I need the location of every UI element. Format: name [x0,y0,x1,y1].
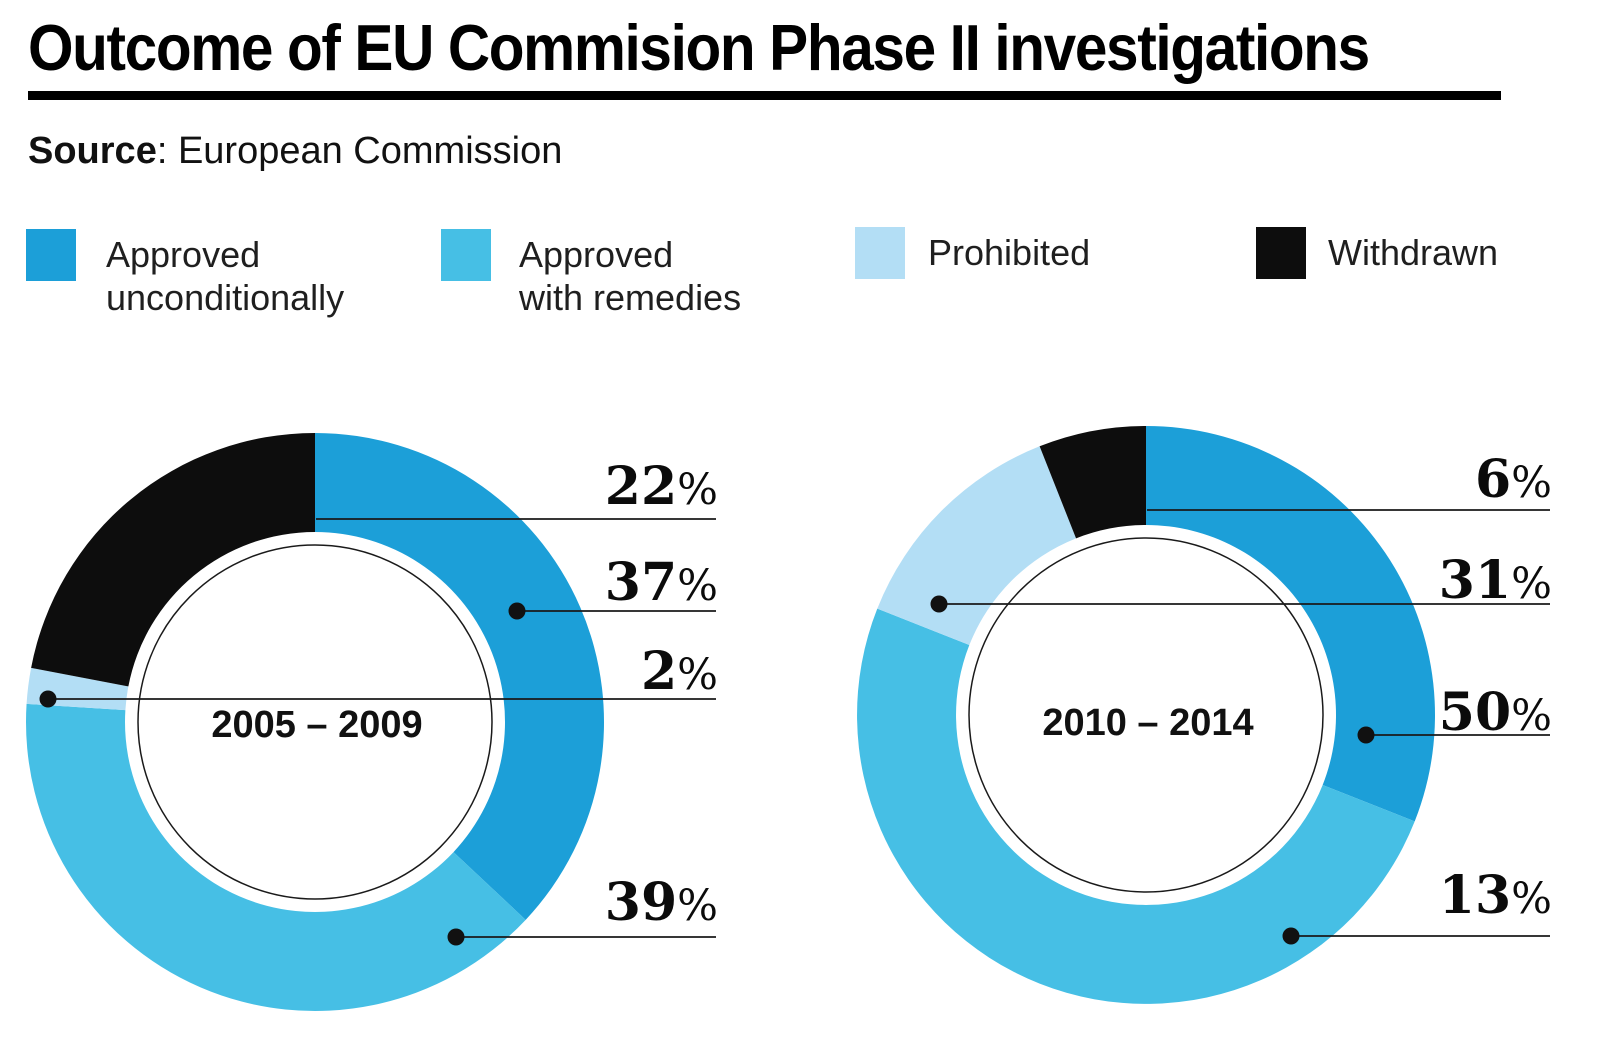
legend-label-prohibited: Prohibited [928,231,1090,274]
donut-segment-approved-unconditionally [315,433,604,920]
legend-swatch-withdrawn [1256,227,1306,279]
percent-label: 39% [605,872,718,933]
callout-dot [1282,927,1300,945]
callout-dot [447,928,465,946]
legend-label-withdrawn: Withdrawn [1328,231,1498,274]
legend-label-approved-with-remedies: Approved with remedies [519,233,741,319]
inner-hairline-circle [137,544,493,900]
legend-text: with remedies [519,277,742,318]
callout-dot [508,602,526,620]
legend-text: unconditionally [106,277,345,318]
inner-hairline-circle [968,537,1324,893]
source-value: : European Commission [156,130,563,172]
percent-label: 2% [641,641,718,702]
source-line: Source: European Commission [28,130,562,173]
donut-segment-withdrawn [1039,426,1146,539]
legend-text: Approved [106,234,261,275]
legend-text: Withdrawn [1328,232,1499,273]
percent-label: 31% [1439,550,1552,611]
percent-label: 13% [1439,865,1552,926]
donut-center-label: 2005 – 2009 [211,704,422,746]
percent-label: 6% [1475,449,1552,510]
callout-dot [930,595,948,613]
title-rule [28,91,1501,100]
legend-swatch-approved-with-remedies [441,229,491,281]
donut-segment-approved-with-remedies [25,703,526,1012]
page-title: Outcome of EU Commision Phase II investi… [28,11,1370,84]
callout-dot [39,690,57,708]
legend-label-approved-unconditionally: Approved unconditionally [106,233,344,319]
donut-segment-approved-with-remedies [857,608,1415,1004]
legend-swatch-prohibited [855,227,905,279]
callout-dot [1357,726,1375,744]
source-label: Source [28,130,157,172]
percent-label: 50% [1439,682,1552,743]
legend-text: Prohibited [928,232,1091,273]
legend-swatch-approved-unconditionally [26,229,76,281]
donut-segment-prohibited [877,446,1077,646]
donut-segment-withdrawn [31,433,315,687]
donut-segment-approved-unconditionally [1146,426,1436,822]
donut-center-label: 2010 – 2014 [1042,702,1253,744]
legend-text: Approved [519,234,674,275]
percent-label: 22% [605,456,718,517]
percent-label: 37% [605,552,718,613]
